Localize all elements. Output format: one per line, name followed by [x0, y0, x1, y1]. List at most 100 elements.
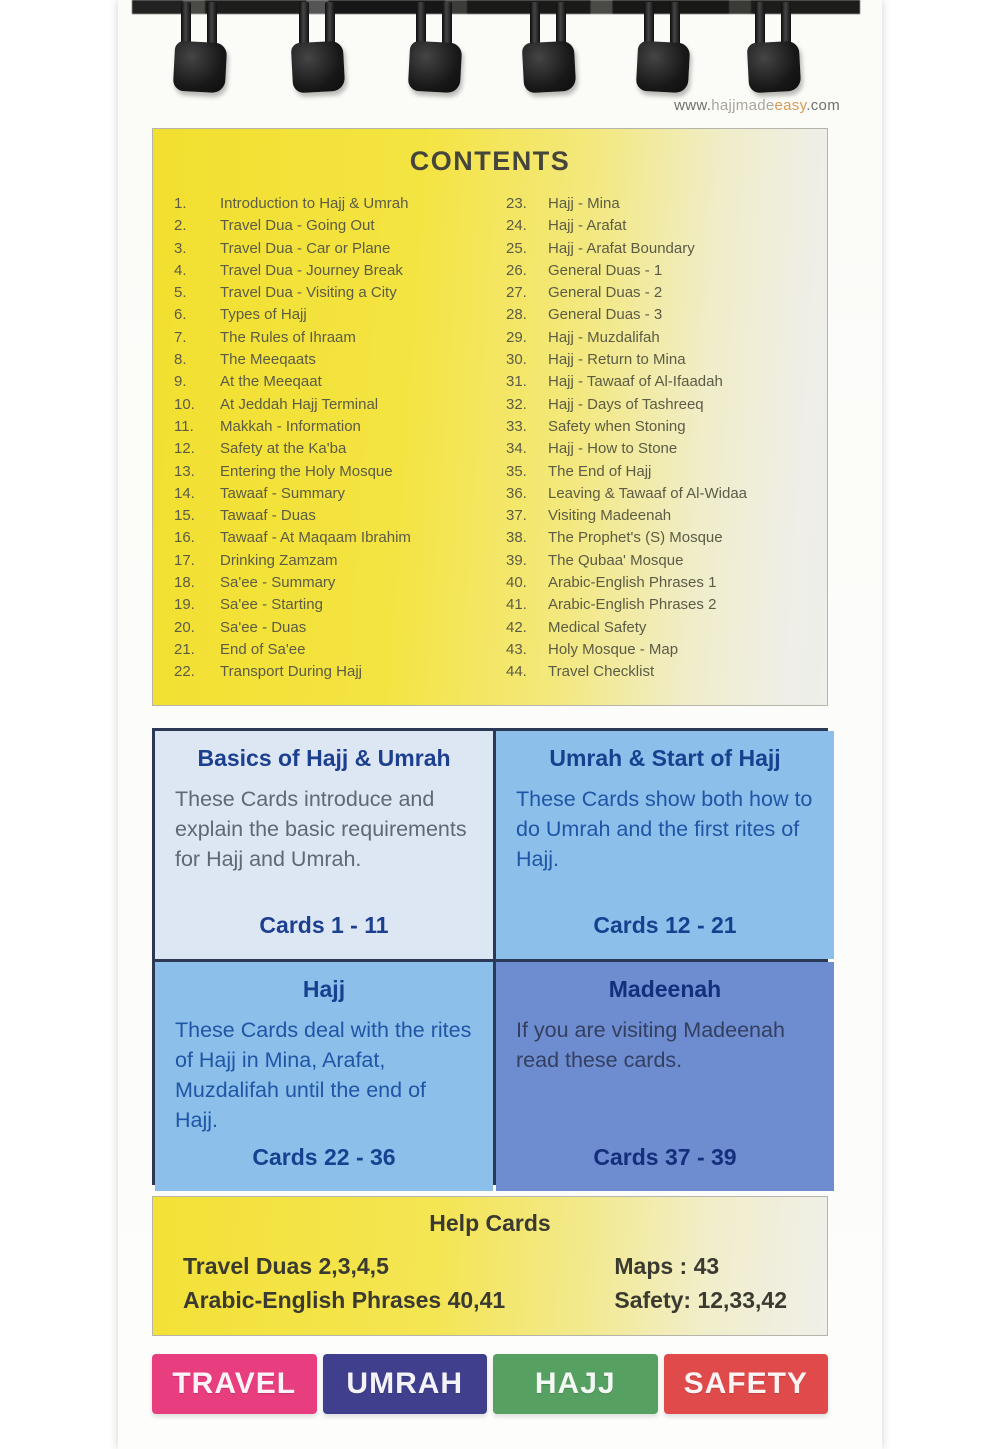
contents-item-number: 18. [174, 574, 195, 592]
contents-item-label: Safety at the Ka'ba [220, 440, 347, 458]
help-cards-title: Help Cards [429, 1210, 551, 1236]
contents-item-number: 5. [174, 284, 187, 302]
contents-item: 18. Sa'ee - Summary [174, 572, 506, 594]
contents-item-label: Hajj - Mina [548, 195, 620, 212]
help-entry: Maps : 43 [614, 1253, 720, 1279]
contents-item-number: 4. [174, 261, 187, 279]
contents-item-label: Leaving & Tawaaf of Al-Widaa [548, 484, 748, 502]
contents-item-number: 42. [506, 618, 527, 636]
help-cards-rows: Travel Duas 2,3,4,5 Arabic-English Phras… [153, 1237, 827, 1317]
help-cards-panel: Help Cards Travel Duas 2,3,4,5 Arabic-En… [152, 1196, 828, 1336]
section-title: Basics of Hajj & Umrah [197, 745, 451, 771]
section-title: Madeenah [608, 976, 722, 1002]
contents-item-number: 20. [174, 618, 195, 636]
category-tab[interactable]: SAFETY [663, 1354, 828, 1414]
contents-item-number: 15. [174, 507, 195, 525]
contents-item-label: Tawaaf - At Maqaam Ibrahim [220, 529, 411, 547]
website-url-part: hajjmade [711, 97, 775, 114]
contents-item-number: 16. [174, 529, 195, 547]
contents-item-label: Sa'ee - Duas [220, 618, 307, 636]
contents-item-number: 28. [506, 306, 527, 324]
section-card-range: Cards 1 - 11 [259, 912, 389, 938]
contents-item-label: Hajj - Arafat Boundary [548, 239, 695, 257]
spiral-coil-icon [172, 2, 228, 96]
contents-item-number: 10. [174, 395, 195, 413]
contents-panel: CONTENTS 1. Introduction to Hajj & Umrah… [152, 128, 828, 706]
category-tab[interactable]: HAJJ [493, 1354, 658, 1414]
spiral-coil-icon [407, 2, 463, 96]
contents-item-label: Hajj - Muzdalifah [548, 328, 660, 346]
contents-item-label: Entering the Holy Mosque [220, 462, 393, 480]
contents-item-label: Tawaaf - Duas [220, 507, 316, 525]
contents-item-number: 13. [174, 462, 195, 480]
section-basics: Basics of Hajj & Umrah These Cards intro… [155, 731, 493, 959]
help-entry: Travel Duas 2,3,4,5 [183, 1253, 389, 1279]
contents-item: 5. Travel Dua - Visiting a City [174, 282, 506, 304]
website-url: www.hajjmadeeasy.com [674, 97, 840, 114]
contents-columns: 1. Introduction to Hajj & Umrah 2. Trave… [153, 193, 827, 684]
category-tab-label: TRAVEL [172, 1367, 297, 1400]
contents-item-label: Tawaaf - Summary [220, 484, 346, 502]
contents-item-number: 35. [506, 462, 527, 480]
contents-item-number: 32. [506, 395, 527, 413]
contents-item: 14. Tawaaf - Summary [174, 483, 506, 505]
contents-item: 20. Sa'ee - Duas [174, 617, 506, 639]
contents-item: 41. Arabic-English Phrases 2 [506, 594, 821, 616]
spiral-coil-icon [290, 2, 346, 96]
category-tab[interactable]: TRAVEL [152, 1354, 317, 1414]
contents-item-label: The Rules of Ihraam [220, 328, 356, 346]
contents-item: 19. Sa'ee - Starting [174, 594, 506, 616]
website-url-part: .com [806, 97, 840, 114]
contents-item: 8. The Meeqaats [174, 349, 506, 371]
contents-item: 22. Transport During Hajj [174, 661, 506, 683]
contents-item-label: At Jeddah Hajj Terminal [220, 395, 379, 413]
contents-item: 24. Hajj - Arafat [506, 215, 821, 237]
contents-item: 31. Hajj - Tawaaf of Al-Ifaadah [506, 371, 821, 393]
category-tab-label: UMRAH [346, 1367, 464, 1400]
help-entry: Arabic-English Phrases 40,41 [183, 1287, 506, 1313]
section-title: Umrah & Start of Hajj [549, 745, 781, 771]
contents-item-number: 36. [506, 484, 527, 502]
contents-item-number: 1. [174, 195, 187, 212]
contents-item-label: Arabic-English Phrases 1 [548, 574, 717, 592]
contents-item-label: Holy Mosque - Map [548, 640, 679, 658]
contents-item-number: 25. [506, 239, 527, 257]
contents-item: 9. At the Meeqaat [174, 371, 506, 393]
contents-item-label: Types of Hajj [220, 306, 307, 324]
contents-item-label: Hajj - Return to Mina [548, 351, 686, 369]
section-card-range: Cards 12 - 21 [593, 912, 737, 938]
contents-item-label: Travel Checklist [548, 663, 655, 681]
contents-item-number: 33. [506, 417, 527, 435]
contents-item-label: General Duas - 2 [548, 284, 663, 302]
contents-item: 40. Arabic-English Phrases 1 [506, 572, 821, 594]
contents-item-number: 19. [174, 596, 195, 614]
contents-item: 32. Hajj - Days of Tashreeq [506, 394, 821, 416]
contents-item: 21. End of Sa'ee [174, 639, 506, 661]
contents-item: 44. Travel Checklist [506, 661, 821, 683]
section-body: If you are visiting Madeenah read these … [516, 1018, 785, 1072]
contents-item-number: 22. [174, 663, 195, 681]
contents-item: 3. Travel Dua - Car or Plane [174, 238, 506, 260]
contents-item-number: 31. [506, 373, 527, 391]
contents-item: 36. Leaving & Tawaaf of Al-Widaa [506, 483, 821, 505]
contents-item: 15. Tawaaf - Duas [174, 505, 506, 527]
section-card-range: Cards 37 - 39 [593, 1144, 737, 1170]
contents-item-label: Hajj - Arafat [548, 217, 627, 235]
contents-item-label: Hajj - Tawaaf of Al-Ifaadah [548, 373, 723, 391]
contents-item: 11. Makkah - Information [174, 416, 506, 438]
spiral-coil-icon [521, 2, 577, 96]
contents-item: 42. Medical Safety [506, 617, 821, 639]
contents-item-number: 17. [174, 551, 195, 569]
section-body: These Cards introduce and explain the ba… [175, 787, 467, 871]
contents-item-label: Medical Safety [548, 618, 647, 636]
contents-item-number: 24. [506, 217, 527, 235]
section-umrah-start: Umrah & Start of Hajj These Cards show b… [496, 731, 834, 959]
category-tab[interactable]: UMRAH [322, 1354, 487, 1414]
contents-item-number: 38. [506, 529, 527, 547]
website-url-part: www. [674, 97, 712, 114]
spiral-coil-icon [746, 2, 802, 96]
contents-item-label: Travel Dua - Car or Plane [220, 239, 391, 257]
contents-item: 38. The Prophet's (S) Mosque [506, 527, 821, 549]
section-madeenah: Madeenah If you are visiting Madeenah re… [496, 962, 834, 1191]
contents-item-label: Arabic-English Phrases 2 [548, 596, 717, 614]
